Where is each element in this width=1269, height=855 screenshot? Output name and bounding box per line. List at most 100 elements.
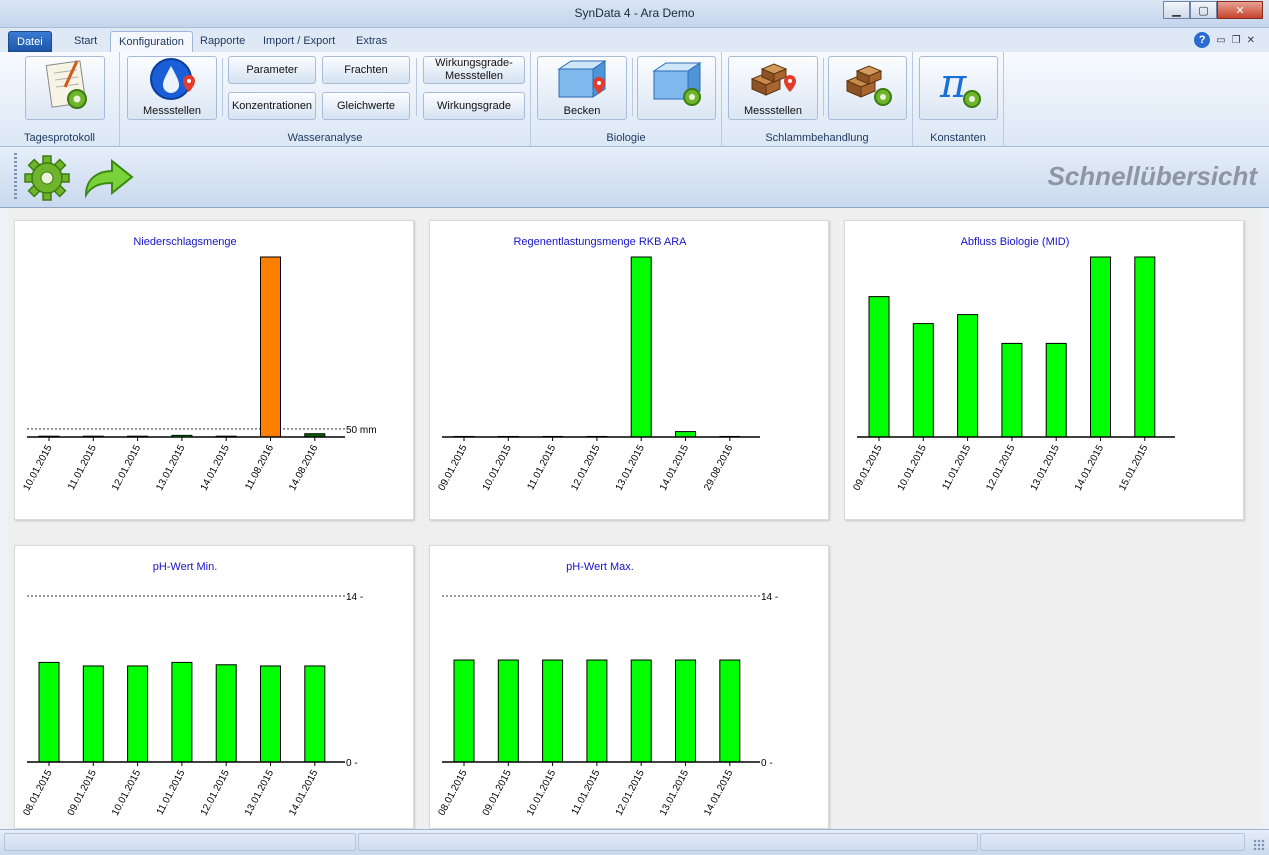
x-tick-label: 10.01.2015 bbox=[110, 768, 143, 818]
messstellen-wasser-button[interactable]: Messstellen bbox=[127, 56, 217, 120]
ribbon-restore-icon[interactable]: ❐ bbox=[1231, 34, 1241, 46]
x-tick-label: 13.01.2015 bbox=[154, 443, 187, 493]
y-tick-label: 14 - bbox=[761, 592, 778, 603]
x-tick-label: 10.01.2015 bbox=[481, 443, 514, 493]
frachten-button[interactable]: Frachten bbox=[322, 56, 410, 84]
becken-config-button[interactable] bbox=[637, 56, 716, 120]
chart-ph-min: pH-Wert Min. 14 - 0 - 08.01.2015 09.01.2015 1… bbox=[21, 561, 363, 818]
x-tick-label: 14.01.2015 bbox=[287, 768, 320, 818]
ribbon-close-icon[interactable]: ✕ bbox=[1246, 34, 1255, 46]
wirkungsgrade-messstellen-button[interactable]: Wirkungsgrade- Messstellen bbox=[423, 56, 525, 84]
x-tick-label: 14.01.2015 bbox=[1073, 443, 1106, 493]
chart-panel-ph-min[interactable]: pH-Wert Min. 14 - 0 - 08.01.2015 09.01.2015 1… bbox=[14, 545, 414, 829]
group-biologie: Becken Biologie bbox=[531, 52, 722, 146]
bar bbox=[38, 661, 60, 763]
x-tick-label: 11.01.2015 bbox=[66, 443, 99, 492]
close-button[interactable]: ✕ bbox=[1217, 1, 1263, 19]
group-label-konstanten: Konstanten bbox=[930, 132, 986, 144]
becken-button[interactable]: Becken bbox=[537, 56, 627, 120]
chart-abfluss-biologie: Abfluss Biologie (MID) 09.01.2015 10.01.20… bbox=[851, 236, 1175, 493]
toolbar-grip[interactable] bbox=[14, 153, 17, 201]
dashboard-area: Niederschlagsmenge 50 mm 10.01.2015 11.01.2… bbox=[8, 209, 1261, 829]
x-tick-label: 10.01.2015 bbox=[21, 443, 54, 493]
resize-grip[interactable] bbox=[1253, 839, 1265, 851]
group-label-biologie: Biologie bbox=[606, 132, 646, 144]
messstellen-schlamm-label: Messstellen bbox=[743, 105, 803, 117]
chart-panel-niederschlagsmenge[interactable]: Niederschlagsmenge 50 mm 10.01.2015 11.01.2… bbox=[14, 220, 414, 520]
messstellen-schlamm-button[interactable]: Messstellen bbox=[728, 56, 818, 120]
basin-gear-icon bbox=[651, 62, 702, 106]
bar bbox=[868, 296, 890, 438]
separator bbox=[222, 58, 223, 116]
tab-datei[interactable]: Datei bbox=[8, 31, 52, 52]
chart-title: Regenentlastungsmenge RKB ARA bbox=[513, 236, 687, 248]
x-tick-label: 12.01.2015 bbox=[984, 443, 1017, 493]
gear-icon[interactable] bbox=[24, 155, 70, 201]
x-tick-label: 09.01.2015 bbox=[851, 443, 884, 493]
chart-panel-ph-max[interactable]: pH-Wert Max. 14 - 0 - 08.01.2015 09.01.2015 1… bbox=[429, 545, 829, 829]
bar bbox=[630, 256, 652, 438]
parameter-button[interactable]: Parameter bbox=[228, 56, 316, 84]
schlamm-config-button[interactable] bbox=[828, 56, 907, 120]
bar bbox=[1090, 256, 1111, 438]
chart-niederschlagsmenge: Niederschlagsmenge 50 mm 10.01.2015 11.01.2… bbox=[21, 236, 377, 493]
messstellen-wasser-label: Messstellen bbox=[142, 105, 202, 117]
x-tick-label: 11.08.2016 bbox=[243, 443, 276, 492]
ribbon-minimize-icon[interactable]: ▭ bbox=[1216, 34, 1226, 46]
sludge-pin-icon bbox=[750, 63, 796, 96]
konstanten-button[interactable]: π bbox=[919, 56, 998, 120]
bar bbox=[719, 659, 741, 763]
bar bbox=[82, 665, 104, 763]
x-tick-label: 09.01.2015 bbox=[481, 768, 514, 818]
y-tick-label: 0 - bbox=[346, 758, 358, 769]
tab-konfiguration[interactable]: Konfiguration bbox=[110, 31, 193, 52]
bar bbox=[215, 664, 237, 763]
separator bbox=[416, 58, 417, 116]
bar bbox=[912, 323, 934, 438]
chart-title: pH-Wert Min. bbox=[153, 561, 218, 573]
x-tick-label: 10.01.2015 bbox=[525, 768, 558, 818]
bar bbox=[171, 661, 193, 763]
gleichwerte-button[interactable]: Gleichwerte bbox=[322, 92, 410, 120]
bar bbox=[1134, 256, 1156, 438]
bar bbox=[630, 659, 652, 763]
forward-arrow-icon[interactable] bbox=[82, 157, 134, 199]
tab-rapporte[interactable]: Rapporte bbox=[200, 35, 246, 47]
x-tick-label: 12.01.2015 bbox=[614, 768, 647, 818]
tab-start[interactable]: Start bbox=[74, 35, 98, 47]
konzentrationen-button[interactable]: Konzentrationen bbox=[228, 92, 316, 120]
ribbon-tab-bar: Datei Start Konfiguration Rapporte Impor… bbox=[0, 28, 1269, 52]
bar bbox=[675, 431, 696, 438]
x-tick-label: 14.08.2016 bbox=[287, 443, 320, 493]
reference-line-label: 50 mm bbox=[346, 425, 377, 436]
x-tick-label: 14.01.2015 bbox=[702, 768, 735, 818]
tab-import-export[interactable]: Import / Export bbox=[263, 35, 336, 47]
x-tick-label: 08.01.2015 bbox=[21, 768, 54, 818]
chart-title: Abfluss Biologie (MID) bbox=[961, 236, 1070, 248]
wirkungsgrade-button[interactable]: Wirkungsgrade bbox=[423, 92, 525, 120]
x-tick-label: 11.01.2015 bbox=[155, 768, 188, 817]
group-schlammbehandlung: Messstellen Schlammbehandlung bbox=[722, 52, 913, 146]
water-drop-pin-icon bbox=[150, 58, 195, 100]
x-tick-label: 12.01.2015 bbox=[110, 443, 143, 493]
sludge-gear-icon bbox=[845, 65, 892, 106]
help-icon[interactable]: ? bbox=[1194, 32, 1211, 48]
bar bbox=[586, 659, 608, 763]
minimize-button[interactable]: ▁ bbox=[1163, 1, 1190, 19]
maximize-button[interactable]: ▢ bbox=[1190, 1, 1217, 19]
x-tick-label: 08.01.2015 bbox=[436, 768, 469, 818]
status-cell bbox=[358, 833, 978, 851]
tab-extras[interactable]: Extras bbox=[356, 35, 388, 47]
chart-panel-regenentlastungsmenge[interactable]: Regenentlastungsmenge RKB ARA 09.01.2015 1… bbox=[429, 220, 829, 520]
separator bbox=[823, 58, 824, 116]
chart-panel-abfluss-biologie[interactable]: Abfluss Biologie (MID) 09.01.2015 10.01.20… bbox=[844, 220, 1244, 520]
tagesprotokoll-button[interactable] bbox=[25, 56, 105, 120]
y-tick-label: 0 - bbox=[761, 758, 773, 769]
bar bbox=[260, 665, 281, 763]
bar bbox=[542, 659, 564, 763]
group-tagesprotokoll: Tagesprotokoll bbox=[0, 52, 120, 146]
bar bbox=[1001, 342, 1023, 438]
x-tick-label: 09.01.2015 bbox=[436, 443, 469, 493]
chart-title: Niederschlagsmenge bbox=[133, 236, 236, 248]
x-tick-label: 11.01.2015 bbox=[570, 768, 603, 817]
